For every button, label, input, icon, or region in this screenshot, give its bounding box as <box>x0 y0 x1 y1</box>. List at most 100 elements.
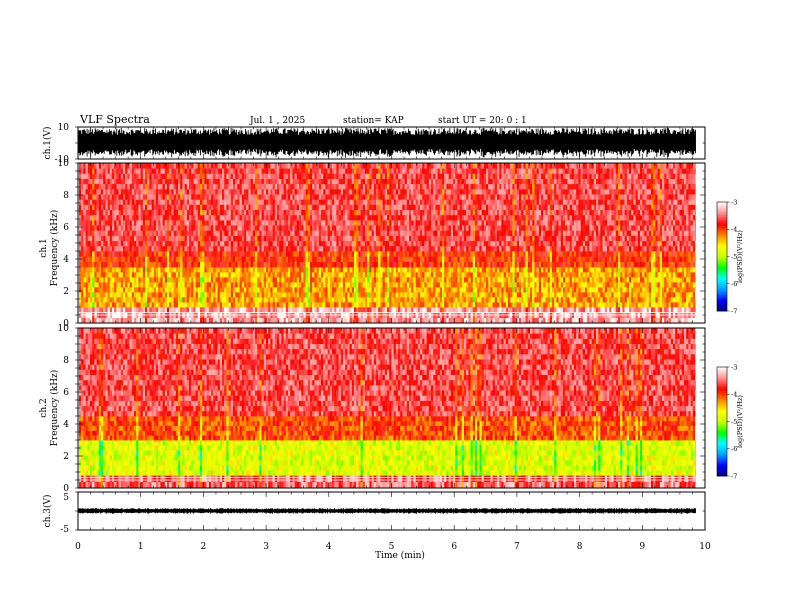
spectrogram-column <box>609 328 612 489</box>
spectrogram-column <box>424 163 427 324</box>
spectrogram-column <box>543 163 546 324</box>
ch3-ytick-bottom: -5 <box>60 525 69 535</box>
spectrogram-column <box>523 163 526 324</box>
spectrogram-column <box>481 328 484 489</box>
spectrogram-column <box>145 328 148 489</box>
spectrogram-column <box>512 328 515 489</box>
spectrogram-column <box>646 163 649 324</box>
spectrogram-column <box>459 328 462 489</box>
spectrogram-column <box>332 328 335 489</box>
spectrogram-column <box>497 163 500 324</box>
spectrogram-column <box>158 163 161 324</box>
spectrogram-column <box>571 328 575 489</box>
spectrogram-column <box>138 328 141 489</box>
spectrogram-column <box>455 328 458 489</box>
spectrogram-column <box>81 328 84 489</box>
spectrogram-column <box>541 163 544 324</box>
spectrogram-column <box>532 328 535 489</box>
spectrogram-column <box>136 328 139 489</box>
spectrogram-column <box>292 163 295 324</box>
colorbar-tick-label: -4 <box>731 226 737 234</box>
spectrogram-column <box>332 163 335 324</box>
spectrogram-column <box>503 328 506 489</box>
spectrogram-column <box>420 163 423 324</box>
spectrogram-column <box>651 328 654 489</box>
spectrogram-column <box>340 328 344 489</box>
spectrogram-column <box>175 328 179 489</box>
spectrogram-column <box>666 328 669 489</box>
spectrogram-column <box>514 328 517 489</box>
spectrogram-column <box>318 328 322 489</box>
spectrogram-column <box>481 163 484 324</box>
spectrogram-column <box>305 328 308 489</box>
spectrogram-column <box>591 328 594 489</box>
spectrogram-column <box>171 328 174 489</box>
spectrogram-column <box>459 163 462 324</box>
spectrogram-column <box>488 163 491 324</box>
spectrogram-column <box>109 163 113 324</box>
spectrogram-column <box>259 163 262 324</box>
spectrogram-column <box>244 163 247 324</box>
spectrogram-column <box>675 328 678 489</box>
spectrogram-column <box>213 328 216 489</box>
ch1-spectrogram-panel: 0 2 4 6 8 10 ch.1 Frequency (kHz) <box>39 159 706 329</box>
date-label: Jul. 1 , 2025 <box>249 116 305 126</box>
spectrogram-column <box>534 163 537 324</box>
spectrogram-column <box>285 163 289 324</box>
spectrogram-column <box>288 328 291 489</box>
spectrogram-column <box>307 163 311 324</box>
spectrogram-column <box>494 328 498 489</box>
spectrogram-column <box>178 163 181 324</box>
spectrogram-column <box>567 328 570 489</box>
spectrogram-column <box>310 163 313 324</box>
spectrogram-column <box>640 163 643 324</box>
spectrogram-column <box>147 328 150 489</box>
spectrogram-column <box>556 163 559 324</box>
ch1-waveform-ylabel: ch.1(V) <box>42 127 53 160</box>
spectrogram-column <box>571 163 575 324</box>
spectrogram-column <box>140 163 143 324</box>
ch1-waveform-ticks <box>75 126 706 160</box>
spectrogram-column <box>277 163 280 324</box>
spectrogram-column <box>246 163 249 324</box>
spectrogram-column <box>195 163 198 324</box>
spectrogram-column <box>301 328 304 489</box>
spectrogram-column <box>629 328 632 489</box>
spectrogram-column <box>424 328 427 489</box>
spectrogram-column <box>398 163 401 324</box>
spectrogram-column <box>105 163 108 324</box>
spectrogram-column <box>160 163 163 324</box>
spectrogram-column <box>290 163 293 324</box>
spectrogram-column <box>444 328 447 489</box>
spectrogram-column <box>142 328 146 489</box>
spectrogram-column <box>655 163 658 324</box>
spectrogram-column <box>85 328 88 489</box>
spectrogram-column <box>156 163 159 324</box>
spectrogram-column <box>442 328 445 489</box>
spectrogram-column <box>316 163 319 324</box>
ch2-ytick-label: 6 <box>63 388 69 398</box>
spectrogram-column <box>354 163 357 324</box>
spectrogram-column <box>208 328 212 489</box>
spectrogram-column <box>79 328 82 489</box>
x-axis-label: Time (min) <box>375 550 425 561</box>
spectrogram-column <box>288 163 291 324</box>
spectrogram-column <box>607 163 610 324</box>
spectrogram-column <box>164 328 168 489</box>
spectrogram-column <box>406 163 410 324</box>
spectrogram-column <box>662 328 665 489</box>
spectrogram-column <box>261 328 264 489</box>
spectrogram-column <box>279 328 282 489</box>
spectrogram-column <box>637 163 641 324</box>
spectrogram-column <box>404 163 407 324</box>
ch2-spectrogram-image <box>78 328 705 489</box>
ch1-ytick-label: 2 <box>63 287 69 297</box>
spectrogram-column <box>655 328 658 489</box>
spectrogram-column <box>345 328 348 489</box>
x-tick-label: 9 <box>639 542 645 552</box>
spectrogram-column <box>475 163 478 324</box>
spectrogram-column <box>426 163 429 324</box>
ch1-waveform-trace <box>78 128 696 158</box>
spectrogram-column <box>325 163 328 324</box>
spectrogram-column <box>413 328 416 489</box>
